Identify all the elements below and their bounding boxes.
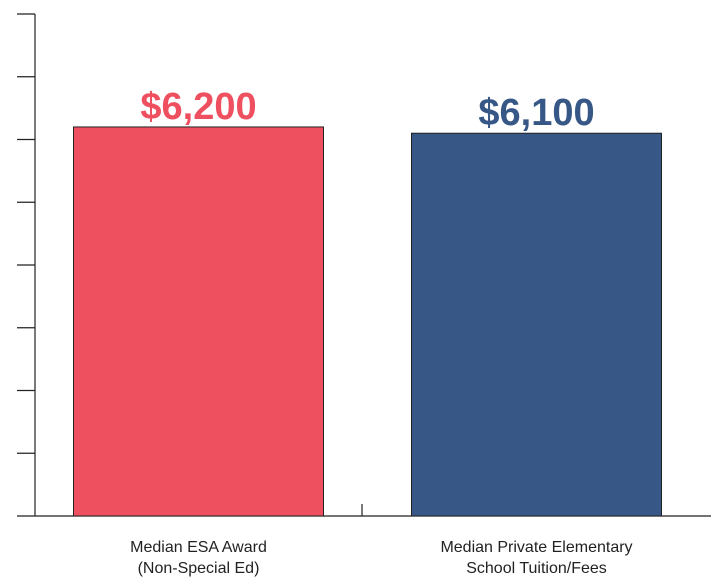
data-label-1: $6,200	[140, 86, 256, 128]
x-tick-label-2-line-2: School Tuition/Fees	[466, 560, 607, 577]
x-tick-label-2-line-1: Median Private Elementary	[440, 539, 632, 556]
y-axis	[17, 13, 36, 516]
data-label-2: $6,100	[478, 92, 594, 134]
bar-1	[73, 126, 324, 517]
category-labels: Median ESA Award (Non-Special Ed) Median P…	[130, 539, 632, 577]
bars	[73, 126, 662, 517]
value-labels: $6,200 $6,100	[140, 86, 594, 134]
x-tick-label-1-line-2: (Non-Special Ed)	[138, 560, 260, 577]
x-tick-label-1-line-1: Median ESA Award	[130, 539, 267, 556]
bar-2	[411, 132, 662, 517]
